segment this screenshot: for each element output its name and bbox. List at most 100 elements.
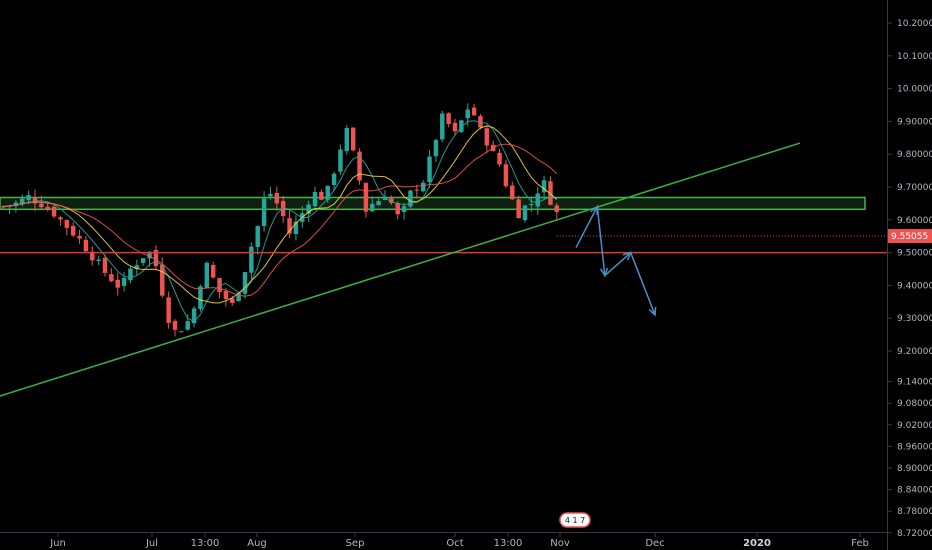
candle-body	[242, 272, 248, 294]
candle-body	[382, 197, 388, 200]
candle-body	[414, 189, 420, 191]
annotation-layer-front	[0, 142, 887, 397]
candle-body	[522, 205, 528, 221]
candle-body	[77, 235, 82, 239]
trend-line[interactable]	[0, 142, 801, 397]
candle-body	[255, 226, 260, 248]
candle-body	[230, 298, 235, 303]
y-tick-label: 9.60000	[897, 216, 932, 226]
candle-body	[357, 151, 362, 181]
event-badge-label: 4 1 7	[565, 516, 585, 525]
candle-body	[376, 201, 381, 206]
candle-body	[20, 198, 25, 205]
candle-body	[204, 262, 210, 289]
moving-average-line-1	[3, 120, 557, 323]
badge-layer: 4 1 7	[559, 512, 591, 528]
candle-body	[554, 205, 560, 212]
candle-body	[325, 185, 330, 200]
candle-body	[510, 185, 515, 200]
projection-arrowhead	[622, 251, 632, 261]
candle-body	[541, 180, 547, 193]
candle-body	[128, 268, 133, 281]
candle-body	[484, 128, 490, 146]
candle-body	[452, 122, 458, 132]
x-tick-label: Sep	[346, 538, 365, 549]
y-tick-label: 9.30000	[897, 314, 932, 324]
candle-body	[433, 140, 439, 157]
candle-body	[13, 202, 19, 207]
last-price-badge	[888, 229, 932, 244]
resistance-zone[interactable]	[0, 196, 866, 211]
candle-body	[529, 204, 534, 206]
candle-body	[440, 113, 445, 140]
candle-body	[58, 217, 63, 220]
candle-body	[363, 182, 369, 212]
candle-body	[471, 107, 477, 116]
x-tick-label: Oct	[446, 538, 463, 549]
candle-body	[535, 193, 540, 207]
candle-body	[331, 173, 337, 185]
annotation-layer-back	[0, 196, 866, 211]
projection-arrowhead	[590, 205, 599, 215]
candle-body	[401, 206, 407, 213]
y-tick-label: 10.00000	[897, 85, 932, 95]
y-tick-label: 9.90000	[897, 117, 932, 127]
y-tick-label: 9.40000	[897, 281, 932, 291]
y-tick-label: 9.80000	[897, 150, 932, 160]
candle-body	[344, 127, 350, 152]
candle-body	[39, 203, 44, 208]
candle-body	[115, 279, 120, 288]
candle-body	[198, 286, 203, 310]
x-axis: Jun Jul 13:00 Aug Sep Oct 13:00 Nov Dec 2020 Feb	[49, 533, 869, 549]
candle-body	[90, 251, 95, 261]
candle-body	[166, 297, 171, 323]
candle-body	[293, 221, 299, 235]
candle-body	[179, 331, 184, 333]
candle-body	[446, 113, 451, 125]
moving-averages-layer	[3, 120, 558, 323]
x-tick-label: Aug	[247, 538, 267, 549]
candle-body	[319, 191, 324, 200]
x-tick-label: Dec	[645, 538, 664, 549]
y-tick-label: 8.72000	[897, 529, 932, 539]
y-tick-label: 10.10000	[897, 52, 932, 62]
projection-arrowhead	[599, 267, 609, 278]
candle-body	[140, 258, 146, 263]
candle-body	[134, 265, 140, 269]
candle-body	[121, 277, 127, 286]
candle-body	[160, 264, 165, 296]
candle-body	[268, 193, 273, 197]
candle-body	[153, 249, 159, 267]
y-tick-label: 8.96000	[897, 442, 932, 452]
candle-body	[236, 292, 241, 302]
x-tick-label: 13:00	[191, 538, 220, 549]
x-tick-label: 2020	[743, 538, 771, 549]
candle-body	[70, 225, 76, 236]
candle-body	[516, 199, 521, 219]
candle-body	[45, 206, 50, 210]
event-badge[interactable]	[559, 512, 591, 528]
x-tick-label: Nov	[550, 538, 570, 549]
candle-body	[102, 257, 108, 273]
y-tick-label: 9.20000	[897, 347, 932, 357]
candle-body	[395, 203, 400, 215]
candle-body	[249, 246, 254, 273]
candle-body	[459, 120, 464, 132]
candle-body	[185, 321, 190, 330]
candle-body	[64, 220, 70, 228]
candle-body	[465, 109, 470, 119]
y-tick-label: 8.78000	[897, 507, 932, 517]
x-tick-label: Jun	[49, 538, 66, 549]
candle-body	[83, 239, 89, 252]
candle-body	[420, 182, 426, 192]
x-tick-label: 13:00	[494, 538, 523, 549]
candle-body	[548, 181, 553, 205]
candles-layer	[0, 103, 560, 337]
candle-body	[147, 251, 152, 259]
candle-body	[223, 291, 229, 299]
candle-body	[172, 321, 178, 330]
y-tick-label: 9.14000	[897, 378, 932, 388]
y-tick-label: 9.02000	[897, 421, 932, 431]
